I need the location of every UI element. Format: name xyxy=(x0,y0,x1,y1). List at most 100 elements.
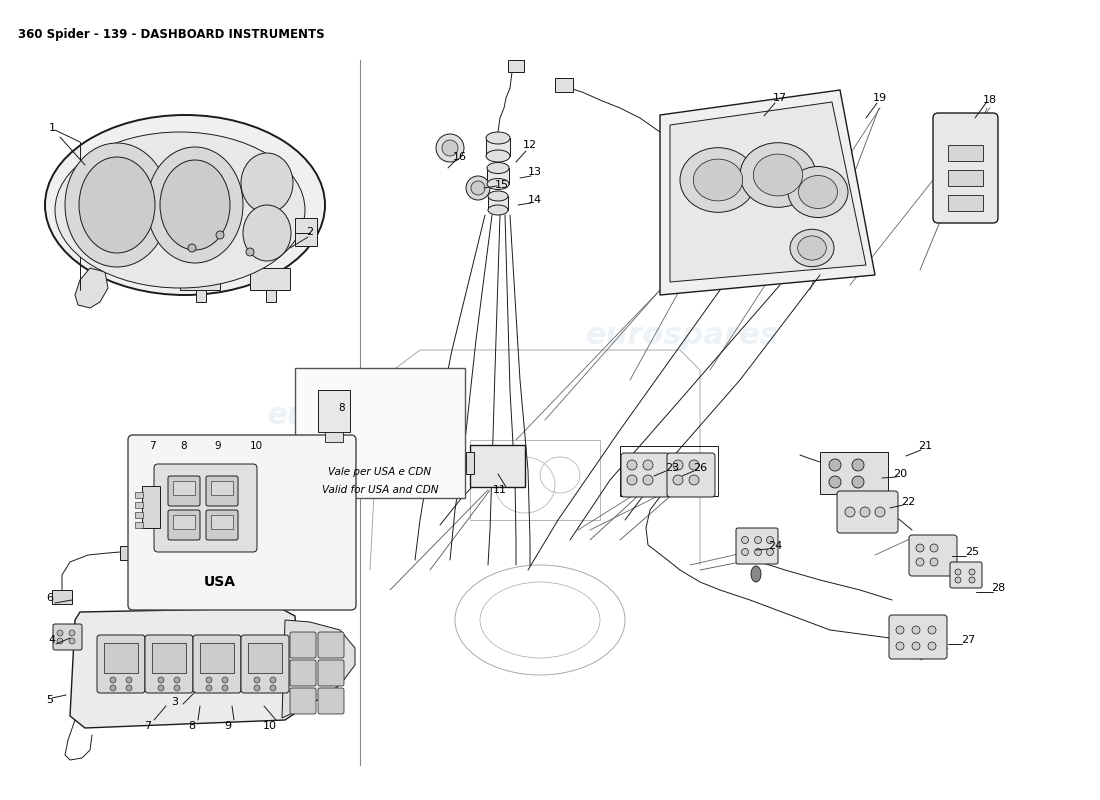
FancyBboxPatch shape xyxy=(168,510,200,540)
Ellipse shape xyxy=(174,677,180,683)
Text: 8: 8 xyxy=(188,721,196,731)
Ellipse shape xyxy=(955,577,961,583)
FancyBboxPatch shape xyxy=(206,510,238,540)
Ellipse shape xyxy=(160,160,230,250)
Ellipse shape xyxy=(206,677,212,683)
FancyBboxPatch shape xyxy=(241,635,289,693)
Ellipse shape xyxy=(916,558,924,566)
Ellipse shape xyxy=(755,537,761,543)
Ellipse shape xyxy=(930,558,938,566)
Ellipse shape xyxy=(928,626,936,634)
Ellipse shape xyxy=(174,685,180,691)
Text: 12: 12 xyxy=(522,140,537,150)
Ellipse shape xyxy=(436,134,464,162)
Ellipse shape xyxy=(788,166,848,218)
Ellipse shape xyxy=(689,475,698,485)
Ellipse shape xyxy=(829,476,842,488)
Ellipse shape xyxy=(270,685,276,691)
Ellipse shape xyxy=(65,143,169,267)
Ellipse shape xyxy=(471,181,485,195)
FancyBboxPatch shape xyxy=(290,660,316,686)
FancyBboxPatch shape xyxy=(97,635,145,693)
Ellipse shape xyxy=(126,677,132,683)
Ellipse shape xyxy=(741,537,748,543)
Ellipse shape xyxy=(798,236,826,260)
Ellipse shape xyxy=(254,677,260,683)
Ellipse shape xyxy=(790,230,834,266)
Ellipse shape xyxy=(689,460,698,470)
Text: 6: 6 xyxy=(46,593,54,603)
FancyBboxPatch shape xyxy=(889,615,947,659)
Text: 3: 3 xyxy=(172,697,178,707)
Ellipse shape xyxy=(110,677,115,683)
Ellipse shape xyxy=(755,549,761,555)
Ellipse shape xyxy=(45,115,324,295)
Ellipse shape xyxy=(741,549,748,555)
FancyBboxPatch shape xyxy=(736,528,778,564)
Ellipse shape xyxy=(222,677,228,683)
Text: 14: 14 xyxy=(528,195,542,205)
Ellipse shape xyxy=(916,544,924,552)
Bar xyxy=(104,643,138,673)
Bar xyxy=(948,195,983,211)
Bar xyxy=(620,446,718,496)
Ellipse shape xyxy=(799,175,837,209)
Text: 19: 19 xyxy=(873,93,887,103)
FancyBboxPatch shape xyxy=(168,476,200,506)
Text: eurospares: eurospares xyxy=(266,402,460,430)
Bar xyxy=(508,60,524,72)
Ellipse shape xyxy=(246,248,254,256)
Ellipse shape xyxy=(487,178,509,190)
Ellipse shape xyxy=(680,148,756,212)
Text: 5: 5 xyxy=(46,695,54,705)
Ellipse shape xyxy=(488,205,508,215)
Text: 21: 21 xyxy=(917,441,932,451)
Bar xyxy=(135,502,143,508)
Bar xyxy=(295,368,465,498)
Bar xyxy=(324,432,343,442)
Text: Valid for USA and CDN: Valid for USA and CDN xyxy=(321,485,438,495)
Ellipse shape xyxy=(627,475,637,485)
Ellipse shape xyxy=(751,566,761,582)
Bar xyxy=(295,218,317,246)
Ellipse shape xyxy=(896,642,904,650)
Ellipse shape xyxy=(912,642,920,650)
Ellipse shape xyxy=(754,154,803,196)
Bar xyxy=(470,445,525,487)
Bar xyxy=(211,481,233,495)
Bar xyxy=(135,512,143,518)
Ellipse shape xyxy=(852,476,864,488)
Text: 28: 28 xyxy=(991,583,1005,593)
Text: 360 Spider - 139 - DASHBOARD INSTRUMENTS: 360 Spider - 139 - DASHBOARD INSTRUMENTS xyxy=(18,28,324,41)
Ellipse shape xyxy=(147,147,243,263)
Ellipse shape xyxy=(57,638,63,644)
Bar xyxy=(266,290,276,302)
Polygon shape xyxy=(75,268,108,308)
FancyBboxPatch shape xyxy=(667,453,715,497)
Text: 8: 8 xyxy=(180,441,187,451)
Ellipse shape xyxy=(767,537,773,543)
Polygon shape xyxy=(70,608,300,728)
FancyBboxPatch shape xyxy=(621,453,669,497)
Bar xyxy=(173,481,195,495)
Bar xyxy=(248,643,282,673)
Bar xyxy=(466,452,474,474)
Ellipse shape xyxy=(488,191,508,201)
Text: 23: 23 xyxy=(664,463,679,473)
Ellipse shape xyxy=(860,507,870,517)
Bar xyxy=(318,390,350,432)
Ellipse shape xyxy=(222,685,228,691)
Text: Vale per USA e CDN: Vale per USA e CDN xyxy=(329,467,431,477)
Ellipse shape xyxy=(845,507,855,517)
Ellipse shape xyxy=(442,140,458,156)
Ellipse shape xyxy=(627,460,637,470)
Ellipse shape xyxy=(57,630,63,636)
Polygon shape xyxy=(670,102,866,282)
FancyBboxPatch shape xyxy=(933,113,998,223)
Ellipse shape xyxy=(955,569,961,575)
Ellipse shape xyxy=(69,638,75,644)
Ellipse shape xyxy=(829,459,842,471)
FancyBboxPatch shape xyxy=(909,535,957,576)
FancyBboxPatch shape xyxy=(290,688,316,714)
Ellipse shape xyxy=(852,459,864,471)
